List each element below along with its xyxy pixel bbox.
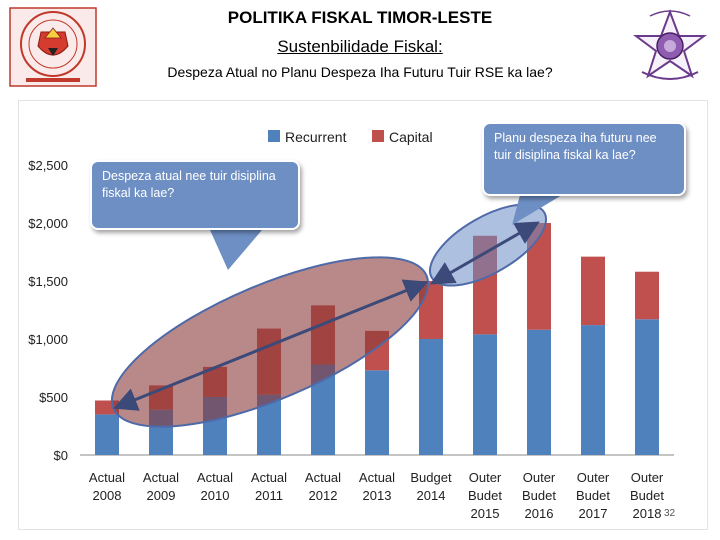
x-tick-label: 2017 [579, 506, 608, 521]
bar-recurrent [527, 329, 551, 455]
annotation-overlay [110, 195, 562, 428]
page-subtitle: Sustenbilidade Fiskal: [277, 37, 443, 56]
y-tick-label: $1,000 [28, 332, 68, 347]
x-tick-label: Budget [410, 470, 452, 485]
star-emblem-icon [633, 9, 707, 80]
x-tick-label: 2012 [309, 488, 338, 503]
x-tick-label: Actual [197, 470, 233, 485]
bar-capital [635, 271, 659, 320]
ministry-seal-icon [9, 7, 97, 87]
x-tick-label: Outer [523, 470, 556, 485]
bar-recurrent [473, 334, 497, 455]
y-tick-label: $500 [39, 390, 68, 405]
x-tick-label: 2018 [633, 506, 662, 521]
x-tick-label: 2008 [93, 488, 122, 503]
legend-label-recurrent: Recurrent [285, 129, 347, 145]
legend-swatch-capital [372, 130, 384, 142]
x-tick-label: Actual [89, 470, 125, 485]
legend-swatch-recurrent [268, 130, 280, 142]
callout-future-spending: Planu despeza iha futuru nee tuir disipl… [482, 122, 686, 196]
bar-capital [581, 256, 605, 326]
x-tick-label: 2009 [147, 488, 176, 503]
bar-recurrent [419, 339, 443, 455]
bar-recurrent [95, 414, 119, 455]
page-description: Despeza Atual no Planu Despeza Iha Futur… [167, 64, 553, 80]
x-tick-label: Actual [359, 470, 395, 485]
x-tick-label: Budet [576, 488, 610, 503]
x-axis-labels: Actual 2008 Actual 2009 Actual 2010 Actual 2011… [89, 470, 664, 521]
callout-pointer-left [210, 230, 262, 270]
x-tick-label: Outer [469, 470, 502, 485]
y-tick-label: $2,000 [28, 216, 68, 231]
x-tick-label: Actual [251, 470, 287, 485]
x-tick-label: Budet [522, 488, 556, 503]
callout-current-spending: Despeza atual nee tuir disiplina fiskal … [90, 160, 300, 230]
x-tick-label: Outer [631, 470, 664, 485]
slide-header: POLITIKA FISKAL TIMOR-LESTE Sustenbilida… [0, 0, 720, 90]
x-tick-label: 2011 [255, 488, 283, 503]
x-tick-label: 2014 [417, 488, 446, 503]
x-tick-label: Actual [305, 470, 341, 485]
legend-label-capital: Capital [389, 129, 433, 145]
chart-legend: Recurrent Capital [268, 129, 433, 145]
x-tick-label: Actual [143, 470, 179, 485]
ministry-seal-logo [8, 6, 98, 88]
bar-recurrent [365, 370, 389, 455]
x-tick-label: 2013 [363, 488, 392, 503]
y-tick-label: $0 [54, 448, 68, 463]
bar-recurrent [581, 325, 605, 455]
x-tick-label: 2010 [201, 488, 230, 503]
trend-arrow-budget [429, 221, 540, 285]
x-tick-label: Budet [630, 488, 664, 503]
x-tick-label: 2016 [525, 506, 554, 521]
x-tick-label: 2015 [471, 506, 500, 521]
x-tick-label: Outer [577, 470, 610, 485]
y-tick-label: $2,500 [28, 158, 68, 173]
bar-recurrent [635, 319, 659, 455]
x-tick-label: Budet [468, 488, 502, 503]
callout-pointer-right [512, 195, 562, 225]
page-title: POLITIKA FISKAL TIMOR-LESTE [227, 8, 493, 27]
y-tick-label: $1,500 [28, 274, 68, 289]
star-emblem-logo [630, 6, 710, 84]
slide-number: 32 [664, 508, 676, 519]
trend-arrow-actual [113, 279, 429, 411]
